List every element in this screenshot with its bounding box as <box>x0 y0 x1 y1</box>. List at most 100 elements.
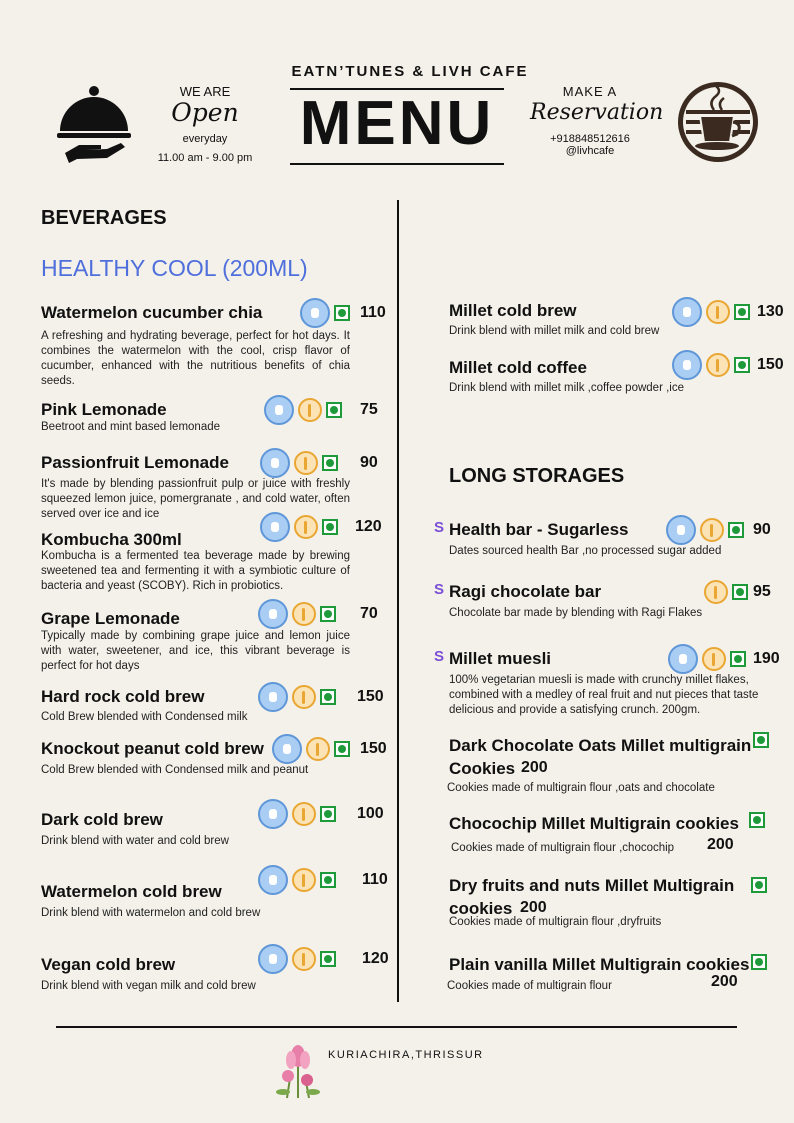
cookie-name: Chocochip Millet Multigrain cookies <box>449 814 739 833</box>
cafe-name: EATN’TUNES & LIVH CAFE <box>291 63 529 80</box>
item-price: 150 <box>757 356 784 373</box>
gluten-free-badge-icon <box>260 512 290 542</box>
gluten-free-badge-icon <box>672 297 702 327</box>
hours-label: 11.00 am - 9.00 pm <box>157 152 253 164</box>
item-description: Drink blend with watermelon and cold bre… <box>41 907 261 919</box>
gluten-free-badge-icon <box>258 944 288 974</box>
wheat-icon <box>294 451 318 475</box>
footer-rule <box>56 1026 737 1028</box>
everyday-label: everyday <box>182 133 228 145</box>
item-description: Cookies made of multigrain flour ,oats a… <box>447 782 715 794</box>
gluten-free-badge-icon <box>258 799 288 829</box>
item-description: Chocolate bar made by blending with Ragi… <box>449 607 703 619</box>
cloche-icon <box>57 86 131 163</box>
veg-mark-icon <box>751 954 767 970</box>
item-name: Knockout peanut cold brew <box>41 739 264 758</box>
item-name: Dark cold brew <box>41 810 163 829</box>
veg-mark-icon <box>334 305 350 321</box>
wheat-icon <box>292 602 316 626</box>
sugarless-s-mark: S <box>434 581 445 598</box>
item-name: Health bar - Sugarless <box>449 520 629 539</box>
wheat-icon <box>292 802 316 826</box>
item-description: Drink blend with millet milk ,coffee pow… <box>449 382 684 394</box>
veg-mark-icon <box>753 732 769 748</box>
item-price: 150 <box>360 740 387 757</box>
wheat-icon <box>704 580 728 604</box>
gluten-free-badge-icon <box>666 515 696 545</box>
item-description: Cold Brew blended with Condensed milk <box>41 711 248 723</box>
wheat-icon <box>298 398 322 422</box>
item-price: 70 <box>360 605 378 622</box>
veg-mark-icon <box>732 584 748 600</box>
item-price: 90 <box>753 521 771 538</box>
gluten-free-badge-icon <box>300 298 330 328</box>
veg-mark-icon <box>322 455 338 471</box>
veg-mark-icon <box>320 689 336 705</box>
cookie-name-line2: cookies <box>449 899 513 918</box>
sugarless-s-mark: S <box>434 519 445 536</box>
item-description: Cookies made of multigrain flour ,chococ… <box>451 842 675 854</box>
item-price: 200 <box>711 973 738 990</box>
lotus-flower-icon <box>276 1045 320 1099</box>
item-description: Cookies made of multigrain flour ,dryfru… <box>449 916 662 928</box>
item-price: 130 <box>757 303 784 320</box>
item-price: 110 <box>360 304 386 321</box>
item-name: Hard rock cold brew <box>41 687 205 706</box>
veg-mark-icon <box>322 519 338 535</box>
coffee-cup-icon <box>678 82 758 162</box>
wheat-icon <box>702 647 726 671</box>
item-price: 110 <box>362 871 388 888</box>
item-name: Vegan cold brew <box>41 955 176 974</box>
make-a-label: MAKE A <box>562 84 618 99</box>
wheat-icon <box>706 353 730 377</box>
gluten-free-badge-icon <box>260 448 290 478</box>
wheat-icon <box>706 300 730 324</box>
item-description: Cold Brew blended with Condensed milk an… <box>41 764 309 776</box>
gluten-free-badge-icon <box>264 395 294 425</box>
item-name: Grape Lemonade <box>41 609 180 628</box>
item-price: 200 <box>520 899 547 916</box>
item-price: 190 <box>753 650 780 667</box>
beverages-heading: BEVERAGES <box>41 207 167 229</box>
gluten-free-badge-icon <box>258 682 288 712</box>
cookie-name: Dark Chocolate Oats Millet multigrain <box>449 736 752 755</box>
veg-mark-icon <box>728 522 744 538</box>
veg-mark-icon <box>326 402 342 418</box>
veg-mark-icon <box>320 951 336 967</box>
column-divider <box>397 200 399 1002</box>
menu-top-rule <box>290 88 504 90</box>
gluten-free-badge-icon <box>672 350 702 380</box>
we-are-label: WE ARE <box>179 84 231 99</box>
cookie-name: Dry fruits and nuts Millet Multigrain <box>449 876 735 895</box>
item-price: 150 <box>357 688 384 705</box>
healthy-cool-heading: HEALTHY COOL (200ML) <box>41 255 308 281</box>
veg-mark-icon <box>730 651 746 667</box>
veg-mark-icon <box>734 304 750 320</box>
item-price: 200 <box>707 836 734 853</box>
item-description: Drink blend with millet milk and cold br… <box>449 325 660 337</box>
veg-mark-icon <box>320 806 336 822</box>
footer-location: KURIACHIRA,THRISSUR <box>328 1049 484 1061</box>
wheat-icon <box>292 868 316 892</box>
veg-mark-icon <box>751 877 767 893</box>
item-name: Watermelon cucumber chia <box>41 303 263 322</box>
veg-mark-icon <box>320 872 336 888</box>
item-description: Typically made by combining grape juice … <box>41 630 350 672</box>
item-description: Drink blend with water and cold brew <box>41 835 229 847</box>
social-handle: @livhcafe <box>565 145 615 157</box>
item-description: Drink blend with vegan milk and cold bre… <box>41 980 256 992</box>
phone-number: +918848512616 <box>550 133 630 145</box>
item-name: Ragi chocolate bar <box>449 582 602 601</box>
item-name: Millet cold brew <box>449 301 577 320</box>
cookie-name-line2: Cookies <box>449 759 516 778</box>
item-name: Millet cold coffee <box>449 358 587 377</box>
gluten-free-badge-icon <box>258 599 288 629</box>
item-name: Watermelon cold brew <box>41 882 222 901</box>
gluten-free-badge-icon <box>258 865 288 895</box>
menu-bottom-rule <box>290 163 504 165</box>
item-name: Passionfruit Lemonade <box>41 453 229 472</box>
reservation-label: Reservation <box>530 100 664 125</box>
veg-mark-icon <box>749 812 765 828</box>
veg-mark-icon <box>734 357 750 373</box>
wheat-icon <box>292 947 316 971</box>
